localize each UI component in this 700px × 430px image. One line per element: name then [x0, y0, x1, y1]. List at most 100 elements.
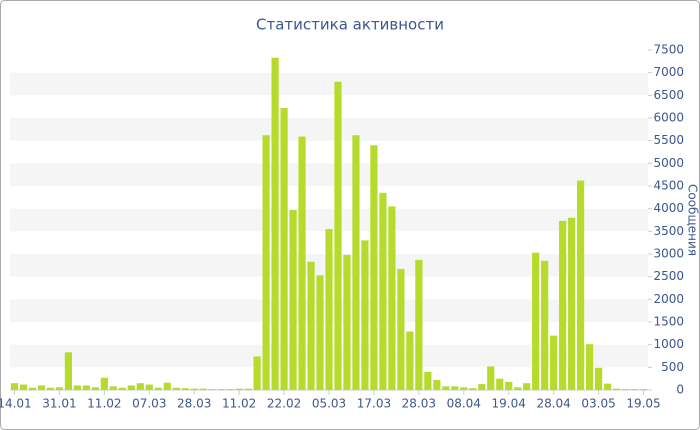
bar: [190, 388, 198, 390]
y-tick-label: 3000: [653, 247, 684, 261]
y-tick-label: 6500: [653, 88, 684, 102]
x-tick-label: 08.04: [447, 397, 481, 411]
bar: [523, 383, 531, 390]
y-tick-label: 7000: [653, 65, 684, 79]
bar: [568, 217, 576, 390]
bar: [28, 387, 37, 390]
x-tick-label: 28.03: [402, 397, 436, 411]
bar: [136, 383, 144, 390]
y-tick-label: 0: [676, 383, 684, 397]
bar: [361, 240, 369, 390]
bar: [442, 386, 450, 390]
bar: [19, 384, 28, 390]
bar: [334, 81, 342, 390]
x-tick-label: 19.05: [626, 397, 660, 411]
bar: [370, 145, 378, 390]
bar: [145, 384, 153, 390]
y-axis-label: Сообщения: [686, 184, 700, 256]
bar: [199, 388, 207, 390]
y-tick-label: 4500: [653, 179, 684, 193]
x-tick-label: 17.03: [357, 397, 391, 411]
bar: [388, 206, 396, 390]
bar: [594, 367, 603, 390]
bar: [612, 388, 621, 390]
bar: [235, 388, 243, 390]
bar: [100, 377, 108, 390]
y-tick-label: 6000: [653, 111, 684, 125]
x-tick-label: 03.05: [581, 397, 615, 411]
bar: [487, 366, 495, 390]
bar: [469, 388, 477, 390]
bar: [55, 387, 64, 390]
bar: [118, 387, 126, 390]
grid-band: [10, 72, 648, 96]
bar: [514, 387, 522, 390]
x-tick-label: 22.02: [267, 397, 301, 411]
bar: [433, 380, 441, 390]
bar: [181, 388, 189, 390]
bar: [127, 385, 135, 390]
bar: [316, 275, 324, 390]
bar: [577, 180, 585, 390]
bar: [253, 356, 261, 390]
grid-band: [10, 118, 648, 141]
bar: [163, 382, 171, 390]
x-tick-label: 05.03: [312, 397, 346, 411]
bar: [406, 331, 414, 390]
y-tick-label: 2000: [653, 292, 684, 306]
bar: [460, 387, 468, 390]
x-tick-label: 11.02: [87, 397, 121, 411]
bar: [505, 381, 513, 390]
grid-band: [10, 208, 648, 232]
bar: [639, 389, 648, 390]
bar: [541, 260, 549, 390]
bar: [289, 210, 297, 390]
bar: [630, 389, 639, 390]
bar: [325, 229, 333, 390]
bar: [603, 383, 612, 390]
bar: [154, 387, 162, 390]
bar: [532, 252, 540, 390]
bar: [307, 261, 315, 390]
bar: [46, 387, 55, 390]
bar: [343, 254, 351, 390]
bar: [172, 387, 180, 390]
bar: [559, 220, 567, 390]
bar: [397, 268, 405, 390]
chart-title: Статистика активности: [256, 16, 444, 34]
bar: [226, 389, 234, 390]
bar: [208, 389, 216, 390]
x-tick-label: 28.03: [177, 397, 211, 411]
y-tick-label: 5000: [653, 156, 684, 170]
y-tick-label: 2500: [653, 269, 684, 283]
bar: [262, 135, 270, 390]
x-tick-label: 07.03: [132, 397, 166, 411]
bar: [496, 378, 504, 390]
bar: [585, 344, 594, 390]
y-tick-label: 7500: [653, 43, 684, 57]
bar: [82, 385, 90, 390]
bar: [451, 386, 459, 390]
bar: [280, 108, 288, 390]
y-tick-label: 500: [661, 360, 684, 374]
x-tick-label: 14.01: [0, 397, 32, 411]
bar: [244, 388, 252, 390]
grid-band: [10, 163, 648, 186]
bar: [37, 385, 46, 390]
bar: [271, 57, 279, 390]
bar: [424, 371, 432, 390]
bar: [415, 259, 423, 390]
bar: [73, 385, 81, 390]
bar: [621, 389, 630, 390]
bar: [352, 135, 360, 390]
bar: [478, 384, 486, 390]
bar: [379, 192, 387, 390]
y-tick-label: 3500: [653, 224, 684, 238]
x-tick-label: 11.02: [222, 397, 256, 411]
bar: [550, 335, 558, 390]
y-tick-label: 4000: [653, 201, 684, 215]
bar: [217, 389, 225, 390]
bar: [109, 386, 117, 390]
x-tick-label: 19.04: [492, 397, 526, 411]
